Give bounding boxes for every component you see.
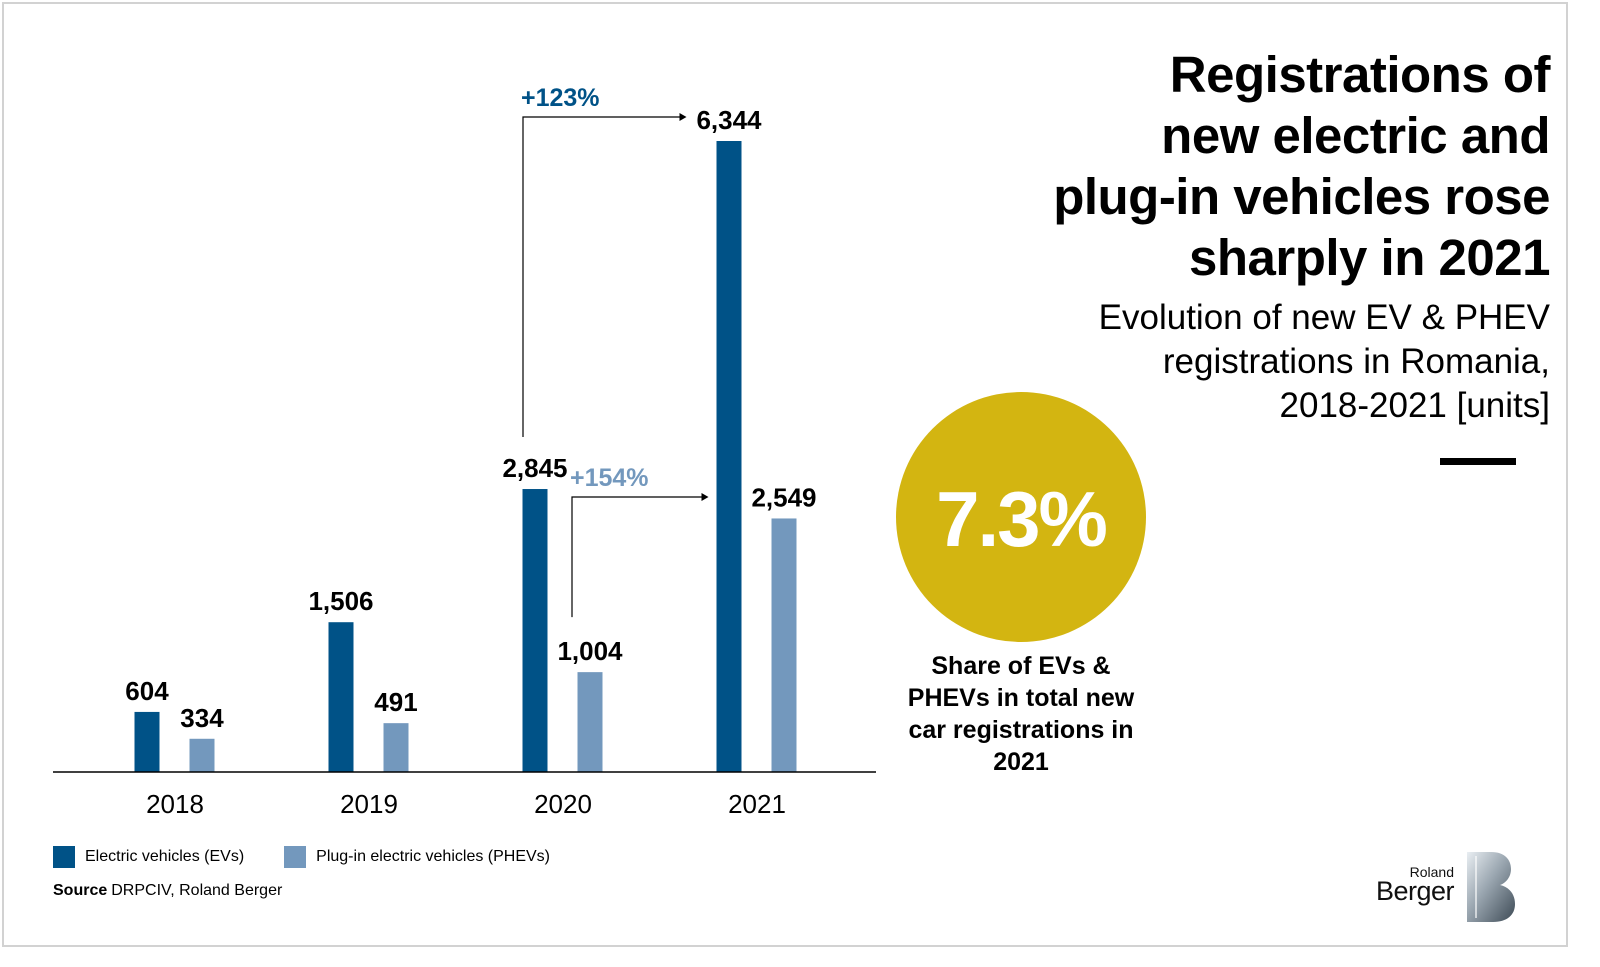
- phev-bar-2021: [771, 518, 797, 772]
- growth-arrowhead-ev: [679, 113, 687, 121]
- title-line: new electric and: [1161, 107, 1550, 164]
- phev-bar-2019: [383, 723, 409, 772]
- share-caption-line: 2021: [993, 748, 1049, 776]
- phev-bar-2020: [577, 672, 603, 772]
- legend-item-ev: Electric vehicles (EVs): [53, 846, 244, 868]
- ev-value-label-2019: 1,506: [308, 586, 373, 616]
- share-caption: Share of EVs & PHEVs in total new car re…: [890, 650, 1152, 778]
- ev-bar-2018: [134, 711, 160, 772]
- legend-label-phev: Plug-in electric vehicles (PHEVs): [316, 848, 551, 865]
- phev-value-label-2021: 2,549: [751, 482, 816, 512]
- x-tick-label-2021: 2021: [728, 789, 786, 819]
- title-line: Registrations of: [1169, 46, 1551, 103]
- brand-logo: Roland Berger: [1372, 852, 1517, 922]
- brand-name-big: Berger: [1375, 876, 1455, 906]
- growth-connector-phev: [571, 496, 703, 618]
- chart-subtitle: Evolution of new EV & PHEV registrations…: [990, 296, 1550, 428]
- x-tick-label-2018: 2018: [146, 789, 204, 819]
- ev-value-label-2018: 604: [125, 676, 169, 706]
- legend-swatch-ev: [53, 846, 75, 868]
- title-line: plug-in vehicles rose: [1053, 168, 1550, 225]
- ev-bar-2020: [522, 489, 548, 772]
- source-text: DRPCIV, Roland Berger: [111, 882, 283, 899]
- share-highlight-circle: 7.3%: [896, 392, 1146, 642]
- phev-bar-2018: [189, 738, 215, 772]
- phev-value-label-2019: 491: [374, 687, 417, 717]
- share-caption-line: car registrations in: [908, 716, 1134, 744]
- chart-frame: [2, 2, 1568, 947]
- x-tick-label-2020: 2020: [534, 789, 592, 819]
- subtitle-line: Evolution of new EV & PHEV: [1098, 298, 1550, 337]
- legend-label-ev: Electric vehicles (EVs): [85, 848, 245, 865]
- phev-value-label-2020: 1,004: [557, 636, 623, 666]
- brand-name-small: Roland: [1409, 864, 1454, 880]
- share-caption-line: Share of EVs &: [931, 652, 1111, 680]
- title-line: sharply in 2021: [1188, 229, 1551, 286]
- ev-bar-2021: [716, 141, 742, 772]
- growth-label-ev: +123%: [521, 84, 600, 112]
- legend-item-phev: Plug-in electric vehicles (PHEVs): [284, 846, 550, 868]
- growth-connector-ev: [522, 116, 681, 438]
- x-tick-label-2019: 2019: [340, 789, 398, 819]
- ev-value-label-2020: 2,845: [502, 453, 567, 483]
- growth-label-phev: +154%: [570, 464, 649, 492]
- share-caption-line: PHEVs in total new: [907, 684, 1135, 712]
- growth-arrowhead-phev: [701, 493, 709, 501]
- share-value: 7.3%: [936, 474, 1108, 563]
- ev-bar-2019: [328, 622, 354, 772]
- source-label: Source: [53, 882, 108, 899]
- brand-b-mark-icon: [1467, 852, 1515, 922]
- source-note: Source DRPCIV, Roland Berger: [53, 882, 282, 900]
- chart-legend: Electric vehicles (EVs) Plug-in electric…: [53, 846, 590, 868]
- subtitle-line: 2018-2021 [units]: [1279, 386, 1550, 425]
- phev-value-label-2018: 334: [180, 703, 224, 733]
- chart-title: Registrations of new electric and plug-i…: [990, 44, 1550, 288]
- legend-swatch-phev: [284, 846, 307, 868]
- title-underline: [1440, 458, 1516, 465]
- ev-value-label-2021: 6,344: [696, 105, 762, 135]
- subtitle-line: registrations in Romania,: [1162, 342, 1550, 381]
